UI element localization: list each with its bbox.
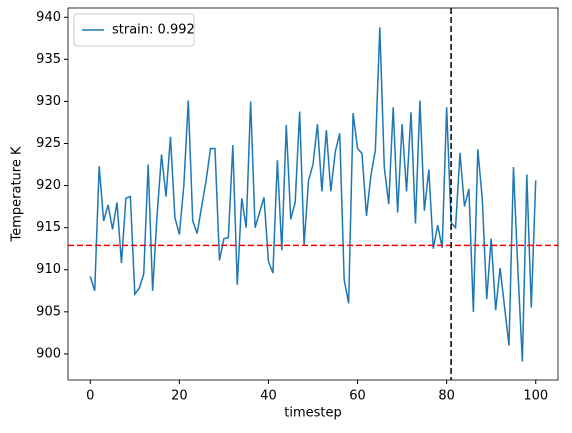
x-tick-label: 20: [171, 389, 188, 404]
y-tick-label: 900: [36, 346, 61, 361]
y-tick-label: 910: [36, 262, 61, 277]
x-tick-label: 80: [438, 389, 455, 404]
y-tick-label: 920: [36, 178, 61, 193]
y-tick-label: 930: [36, 94, 61, 109]
y-tick-label: 925: [36, 136, 61, 151]
legend-label: strain: 0.992: [112, 23, 195, 38]
plot-frame: [67, 7, 559, 381]
y-tick-label: 935: [36, 52, 61, 67]
legend-box: [73, 13, 195, 47]
x-tick-label: 40: [260, 389, 277, 404]
y-tick-label: 905: [36, 304, 61, 319]
y-tick-label: 940: [36, 10, 61, 25]
y-tick-label: 915: [36, 220, 61, 235]
x-tick-label: 60: [349, 389, 366, 404]
x-tick-label: 0: [86, 389, 94, 404]
y-axis-label: Temperature K: [10, 146, 25, 242]
x-axis-label: timestep: [284, 406, 342, 421]
line-series: [89, 27, 537, 362]
x-tick-label: 100: [523, 389, 548, 404]
